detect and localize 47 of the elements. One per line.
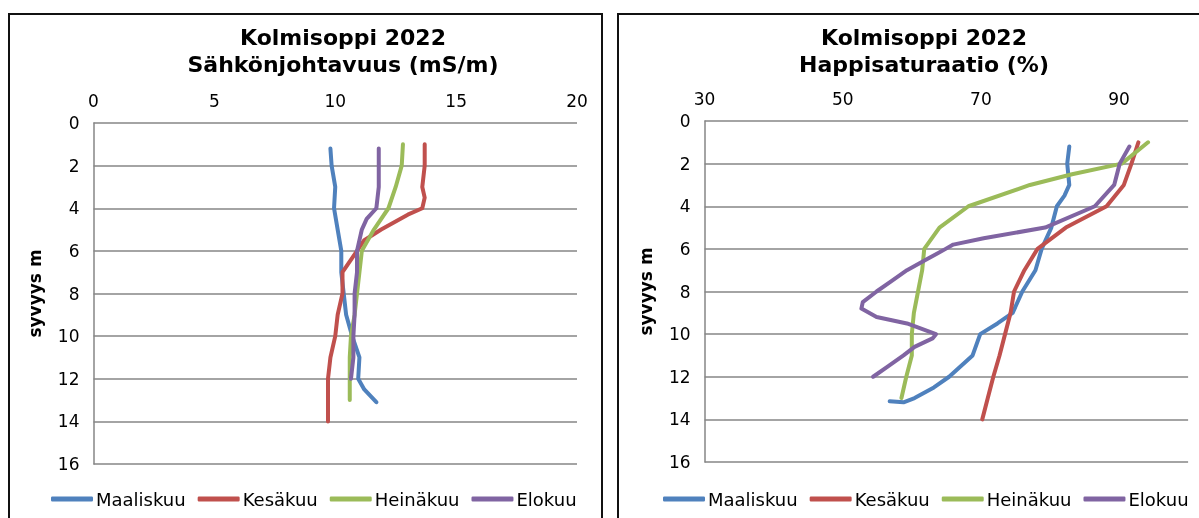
x-tick-label: 70 (970, 88, 992, 109)
line-series (326, 142, 427, 424)
y-tick-label: 14 (57, 411, 80, 432)
legend-label: Elokuu (1128, 488, 1189, 510)
chart-subtitle: Sähkönjohtavuus (mS/m) (187, 51, 499, 77)
y-tick-label: 8 (68, 283, 80, 304)
y-tick-label: 16 (668, 452, 691, 472)
legend-label: Elokuu (516, 488, 577, 510)
legend-label: Maaliskuu (96, 488, 186, 510)
legend-label: Heinäkuu (986, 488, 1072, 510)
x-tick-label: 15 (445, 90, 467, 111)
y-tick-label: 12 (57, 368, 80, 389)
line-series (859, 144, 1132, 379)
x-tick-label: 20 (566, 90, 588, 111)
y-tick-label: 14 (668, 409, 691, 430)
y-tick-label: 10 (57, 326, 80, 347)
x-tick-label: 50 (831, 88, 854, 109)
y-tick-label: 0 (679, 111, 691, 131)
chart-subtitle: Happisaturaatio (%) (799, 51, 1049, 77)
y-tick-label: 12 (668, 366, 691, 387)
y-tick-label: 0 (68, 113, 80, 133)
line-series (899, 140, 1151, 401)
y-tick-label: 6 (679, 238, 691, 259)
chart-title: Kolmisoppi 2022 (240, 24, 446, 50)
legend-label: Kesäkuu (854, 488, 930, 510)
line-series (980, 140, 1141, 422)
x-tick-label: 90 (1108, 88, 1130, 109)
x-tick-label: 30 (693, 88, 716, 109)
x-tick-label: 10 (324, 90, 347, 111)
y-axis-title: syvyys m (636, 247, 657, 336)
y-tick-label: 4 (68, 198, 80, 219)
y-tick-label: 10 (668, 324, 691, 345)
chart-title: Kolmisoppi 2022 (821, 24, 1027, 50)
y-tick-label: 2 (68, 155, 80, 176)
legend-label: Kesäkuu (242, 488, 318, 510)
y-tick-label: 16 (57, 454, 80, 474)
line-series (887, 144, 1072, 405)
legend-label: Maaliskuu (708, 488, 798, 510)
x-tick-label: 5 (208, 90, 220, 111)
x-tick-label: 0 (88, 90, 99, 111)
y-axis-title: syvyys m (25, 249, 45, 338)
y-tick-label: 2 (679, 153, 691, 174)
line-series (348, 146, 381, 381)
y-tick-label: 6 (68, 240, 80, 261)
y-tick-label: 4 (679, 196, 691, 217)
legend-label: Heinäkuu (374, 488, 460, 510)
y-tick-label: 8 (679, 281, 691, 302)
